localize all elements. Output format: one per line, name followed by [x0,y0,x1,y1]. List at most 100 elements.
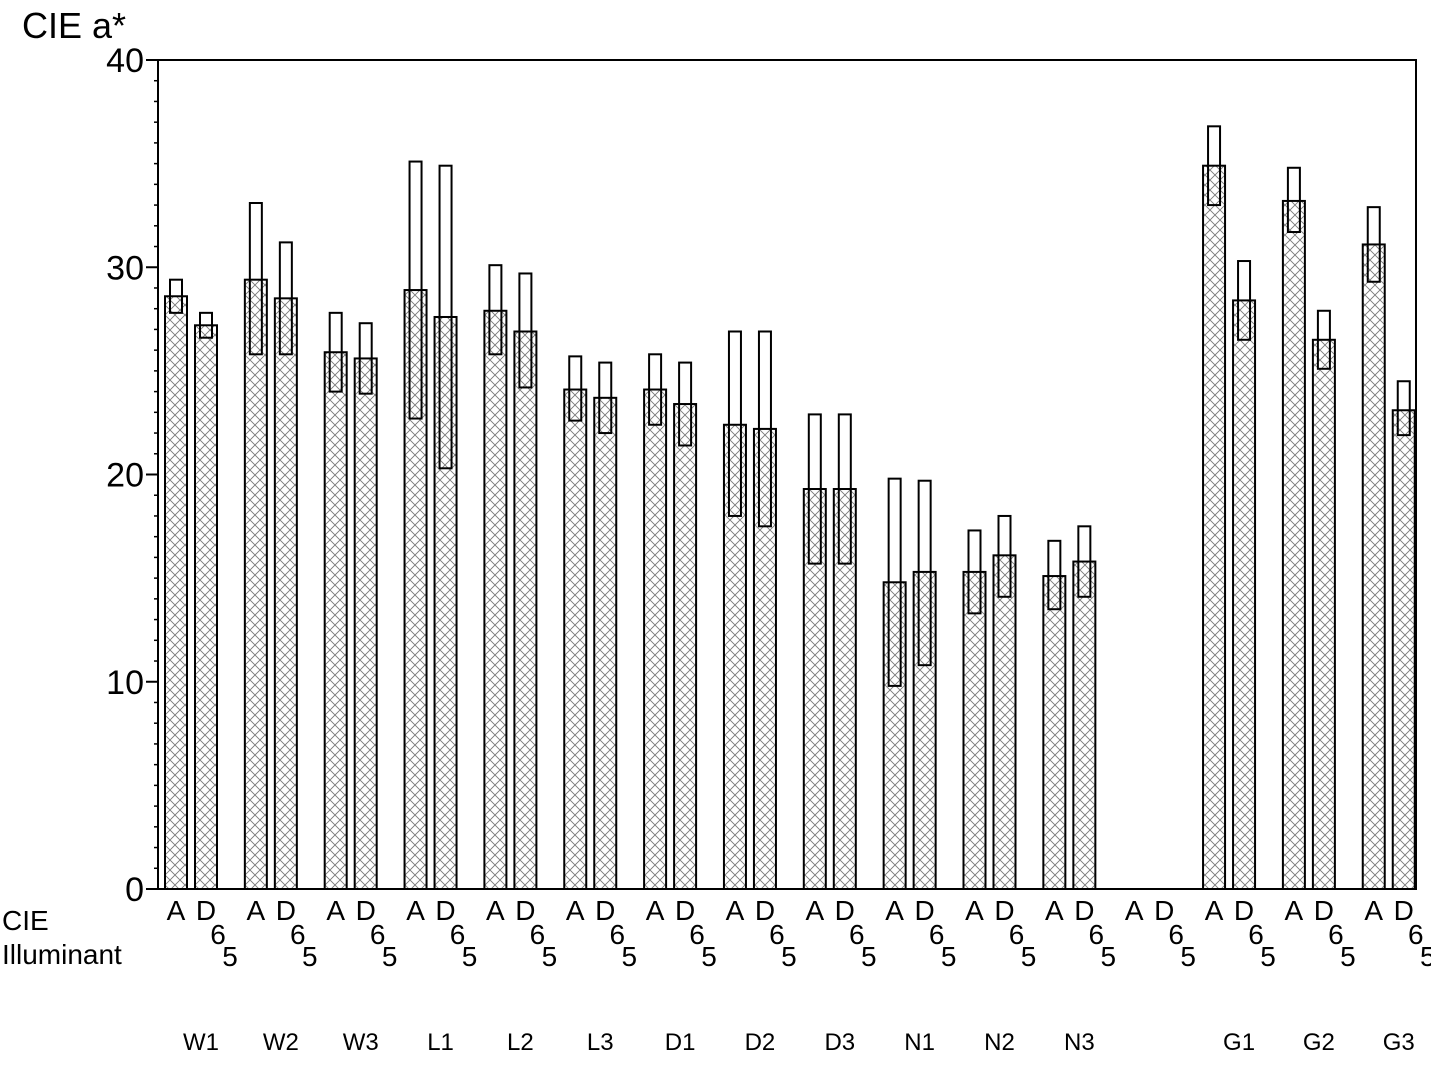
error-bar-a [328,311,343,393]
illuminant-label-a: A [167,895,186,926]
error-bar-d65 [678,361,693,447]
error-bar-a [807,413,822,565]
illuminant-label-d: D [1074,895,1094,926]
bar-d65 [673,403,698,890]
illuminant-label-6: 6 [1248,919,1264,950]
error-bar-a [248,202,263,356]
error-bar-a [1207,125,1222,207]
bar-d65 [433,315,458,890]
bar-a [643,388,668,890]
bar-d65 [1391,409,1416,890]
illuminant-label-5: 5 [781,941,797,972]
illuminant-label-5: 5 [1340,941,1356,972]
group-label: W1 [183,1029,219,1056]
illuminant-label-6: 6 [1328,919,1344,950]
illuminant-label-6: 6 [849,919,865,950]
illuminant-label-d: D [196,895,216,926]
error-bar-d65 [837,413,852,565]
bar-a [164,295,188,890]
illuminant-label-5: 5 [1021,941,1037,972]
error-bar-d65 [358,322,373,395]
illuminant-label-6: 6 [769,919,785,950]
sample-group-labels: W1 W2 W3 L1 L2 L3 D1 D2 D3 N1 N2 N3 G1 G2 G3 [183,1029,1415,1056]
illuminant-label-5: 5 [701,941,717,972]
illuminant-axis-label-line2: Illuminant [2,939,122,970]
illuminant-label-6: 6 [450,919,466,950]
y-tick-label: 0 [125,871,144,909]
illuminant-axis-label-line1: CIE [2,905,49,936]
error-bar-d65 [518,272,533,389]
illuminant-label-5: 5 [1180,941,1196,972]
bar-d65 [912,570,937,890]
illuminant-label-d: D [1154,895,1174,926]
illuminant-label-6: 6 [530,919,546,950]
illuminant-label-6: 6 [1089,919,1105,950]
illuminant-label-a: A [646,895,665,926]
error-bar-a [408,160,423,420]
illuminant-label-d: D [1314,895,1334,926]
error-bar-d65 [1316,309,1331,370]
illuminant-label-a: A [247,895,266,926]
group-label: W2 [263,1029,299,1056]
error-bar-a [967,529,982,615]
illuminant-label-a: A [1364,895,1383,926]
illuminant-label-a: A [486,895,505,926]
illuminant-label-a: A [965,895,984,926]
error-bar-d65 [917,479,932,667]
illuminant-label-a: A [1045,895,1064,926]
illuminant-label-d: D [276,895,296,926]
illuminant-label-6: 6 [929,919,945,950]
illuminant-label-6: 6 [210,919,226,950]
bars-layer [164,164,1416,891]
bar-d65 [593,396,618,890]
bar-d65 [1232,299,1257,891]
group-label: D3 [824,1029,855,1056]
illuminant-label-5: 5 [861,941,877,972]
error-bars-layer [169,125,1411,687]
bar-a [403,289,428,890]
illuminant-label-d: D [915,895,935,926]
y-axis-label: CIE a* [22,5,126,46]
y-tick-label: 40 [106,42,144,80]
error-bar-a [727,330,742,517]
group-label: D2 [745,1029,776,1056]
group-label: L3 [587,1029,614,1056]
bar-d65 [832,488,857,890]
illuminant-label-a: A [406,895,425,926]
illuminant-label-6: 6 [1408,919,1424,950]
illuminant-label-d: D [435,895,455,926]
bar-a [563,388,588,890]
group-label: G3 [1383,1029,1415,1056]
group-label: L1 [427,1029,454,1056]
error-bar-d65 [598,361,613,435]
illuminant-label-d: D [675,895,695,926]
illuminant-label-a: A [1285,895,1304,926]
illuminant-label-a: A [805,895,824,926]
bar-a [323,351,348,891]
bar-d65 [1311,338,1336,891]
bar-d65 [1072,560,1097,890]
illuminant-label-a: A [1205,895,1224,926]
error-bar-a [1286,166,1301,234]
illuminant-label-5: 5 [1260,941,1276,972]
illuminant-label-d: D [356,895,376,926]
bar-d65 [273,297,298,890]
error-bar-a [169,278,183,314]
error-bar-d65 [1237,260,1252,341]
y-tick-label: 30 [106,249,144,287]
group-label: L2 [507,1029,534,1056]
illuminant-label-a: A [566,895,585,926]
group-label: N3 [1064,1029,1095,1056]
bar-a [1202,164,1227,890]
group-label: W3 [343,1029,379,1056]
illuminant-label-d: D [515,895,535,926]
illuminant-label-6: 6 [370,919,386,950]
y-tick-label: 10 [106,664,144,702]
illuminant-label-a: A [726,895,745,926]
illuminant-label-5: 5 [1101,941,1117,972]
error-bar-d65 [438,164,453,470]
error-bar-d65 [1396,380,1411,437]
error-bar-d65 [199,311,213,339]
bar-d65 [513,330,538,890]
